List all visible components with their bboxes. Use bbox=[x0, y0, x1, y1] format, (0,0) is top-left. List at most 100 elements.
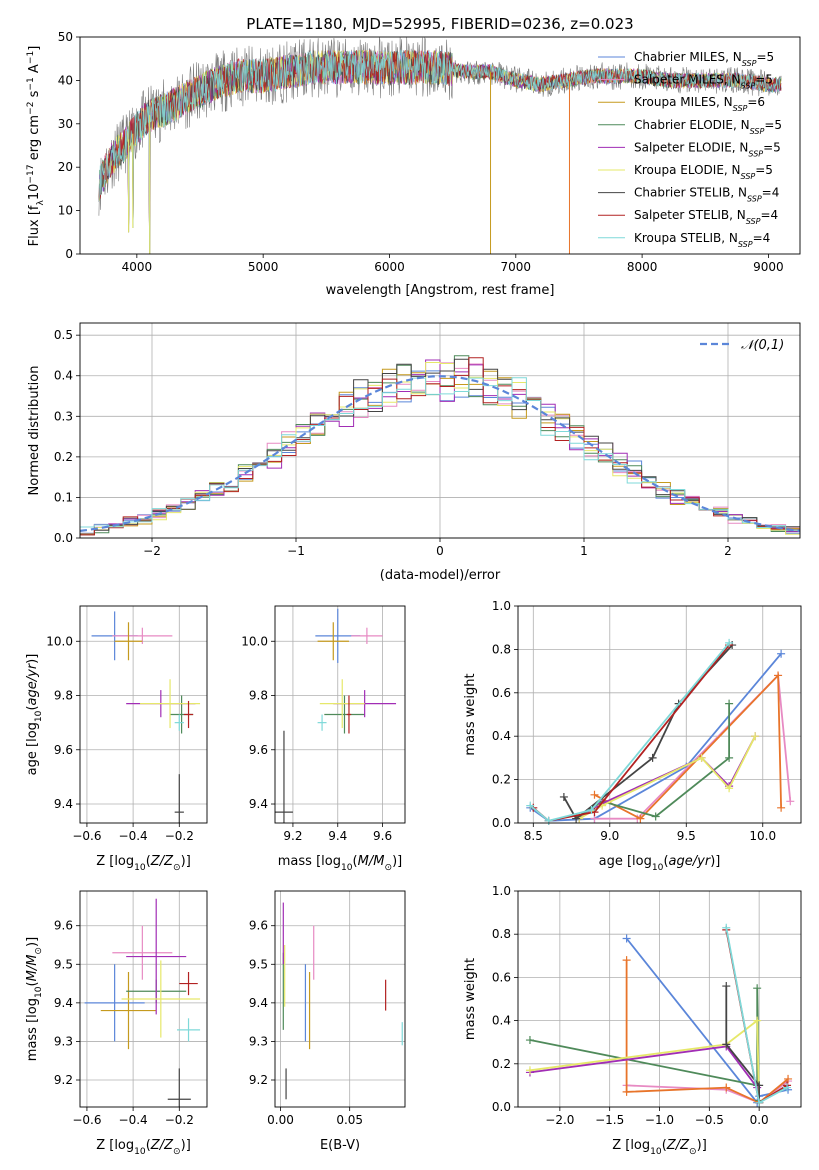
y-tick-label: 9.5 bbox=[54, 957, 73, 971]
y-tick-label: 0.6 bbox=[492, 686, 511, 700]
data-point bbox=[174, 714, 184, 731]
series-marker bbox=[622, 934, 631, 943]
series-marker bbox=[777, 649, 786, 658]
y-tick-label: 0.0 bbox=[492, 816, 511, 830]
series-marker bbox=[777, 803, 786, 812]
series-line bbox=[525, 1016, 764, 1107]
series-marker bbox=[784, 1074, 793, 1083]
series-marker bbox=[697, 753, 706, 762]
x-tick-label: −2.0 bbox=[545, 1113, 574, 1127]
x-tick-label: 0.0 bbox=[750, 1113, 769, 1127]
x-tick-label: 9.4 bbox=[328, 829, 347, 843]
series-path bbox=[725, 986, 760, 1103]
x-axis-label: Z [log10(Z/Z⊙)] bbox=[612, 1138, 707, 1157]
spectrum-model-line bbox=[98, 50, 782, 255]
y-tick-label: 0.2 bbox=[492, 773, 511, 787]
x-tick-label: −1 bbox=[287, 544, 305, 558]
series-marker bbox=[755, 1098, 764, 1107]
y-tick-label: 9.2 bbox=[54, 1073, 73, 1087]
y-axis-label: mass [log10(M/M⊙)] bbox=[25, 937, 44, 1061]
y-tick-label: 1.0 bbox=[492, 884, 511, 898]
x-axis-label: Z [log10(Z/Z⊙)] bbox=[96, 854, 191, 873]
chart-mass-vs-EBV: 0.00 0.05 9.2 9.3 9.4 9.5 9.6 bbox=[249, 890, 406, 1127]
y-tick-label: 10.0 bbox=[46, 634, 73, 648]
plot-area bbox=[91, 611, 201, 823]
data-point bbox=[183, 700, 194, 729]
data-point bbox=[346, 695, 352, 734]
series-marker bbox=[725, 638, 734, 647]
legend-entry: Kroupa MILES, NSSP=6 bbox=[634, 95, 765, 113]
histogram-step bbox=[80, 357, 800, 536]
y-tick-label: 0.0 bbox=[492, 1100, 511, 1114]
x-axis-label: (data-model)/error bbox=[380, 568, 501, 583]
series-path bbox=[529, 642, 730, 822]
x-tick-label: −0.4 bbox=[119, 829, 148, 843]
plot-area bbox=[275, 608, 397, 823]
series-line bbox=[590, 671, 795, 823]
series-marker bbox=[753, 1016, 762, 1025]
series-marker bbox=[525, 1036, 534, 1045]
series-marker bbox=[786, 797, 795, 806]
x-axis-label: mass [log10(M/M⊙)] bbox=[278, 854, 402, 873]
y-tick-label: 9.4 bbox=[249, 797, 268, 811]
y-tick-label: 0.4 bbox=[54, 369, 73, 383]
data-point bbox=[324, 695, 365, 734]
series-marker bbox=[622, 956, 631, 965]
series-path bbox=[594, 673, 792, 820]
axes-frame bbox=[79, 36, 801, 255]
y-tick-label: 20 bbox=[58, 160, 73, 174]
legend-entry: Kroupa STELIB, NSSP=4 bbox=[634, 231, 770, 249]
legend-entry: 𝒩(0,1) bbox=[741, 338, 784, 353]
series-marker bbox=[722, 1083, 731, 1092]
chart-residuals: −2 −1 0 1 2 0.0 0.1 0.2 0.3 0.4 0.5 (data-model)/er… bbox=[27, 322, 801, 583]
x-tick-label: 2 bbox=[724, 544, 732, 558]
y-axis-label: Flux [fλ10−17 erg cm−2 s−1 A−1] bbox=[26, 46, 46, 247]
y-axis-label: Normed distribution bbox=[27, 366, 42, 496]
x-tick-label: 9.6 bbox=[373, 829, 392, 843]
data-point bbox=[126, 898, 187, 1015]
x-tick-label: 0.05 bbox=[336, 1113, 363, 1127]
axes-frame bbox=[79, 605, 208, 824]
data-point bbox=[317, 714, 327, 731]
axes-frame bbox=[79, 890, 208, 1108]
series-marker bbox=[544, 816, 553, 825]
x-tick-label: −0.2 bbox=[165, 1113, 194, 1127]
y-tick-label: 9.4 bbox=[249, 996, 268, 1010]
histogram-step bbox=[80, 377, 800, 531]
grid bbox=[80, 323, 800, 539]
y-tick-label: 9.3 bbox=[249, 1034, 268, 1048]
data-point bbox=[100, 972, 157, 1050]
x-tick-label: −0.2 bbox=[165, 829, 194, 843]
y-tick-label: 10 bbox=[58, 204, 73, 218]
y-tick-label: 0.8 bbox=[492, 927, 511, 941]
histogram-step bbox=[80, 358, 800, 536]
y-axis-label: age [log10(age/yr)] bbox=[25, 654, 44, 776]
series-marker bbox=[783, 1083, 792, 1092]
series-marker bbox=[722, 923, 731, 932]
axes-frame bbox=[274, 605, 406, 824]
series-line bbox=[622, 1077, 793, 1107]
series-marker bbox=[525, 1066, 534, 1075]
plot-area bbox=[526, 638, 795, 825]
series-line bbox=[722, 982, 764, 1107]
y-tick-label: 9.8 bbox=[54, 689, 73, 703]
x-tick-label: −0.6 bbox=[72, 829, 101, 843]
series-marker bbox=[751, 732, 760, 741]
x-tick-label: 5000 bbox=[248, 260, 279, 274]
spectrum-model-line bbox=[98, 49, 782, 255]
y-tick-label: 0.2 bbox=[492, 1057, 511, 1071]
y-tick-label: 9.6 bbox=[54, 919, 73, 933]
axes-frame bbox=[517, 890, 802, 1108]
x-tick-label: 6000 bbox=[374, 260, 405, 274]
y-tick-label: 9.6 bbox=[54, 743, 73, 757]
plot-area bbox=[84, 898, 201, 1107]
legend-entry: Chabrier STELIB, NSSP=4 bbox=[634, 186, 779, 204]
x-tick-label: 7000 bbox=[501, 260, 532, 274]
x-axis-label: E(B-V) bbox=[320, 1138, 360, 1153]
y-tick-label: 50 bbox=[58, 30, 73, 44]
x-tick-label: 4000 bbox=[122, 260, 153, 274]
data-point bbox=[84, 964, 145, 1042]
y-tick-label: 0.1 bbox=[54, 490, 73, 504]
data-point bbox=[140, 679, 201, 729]
